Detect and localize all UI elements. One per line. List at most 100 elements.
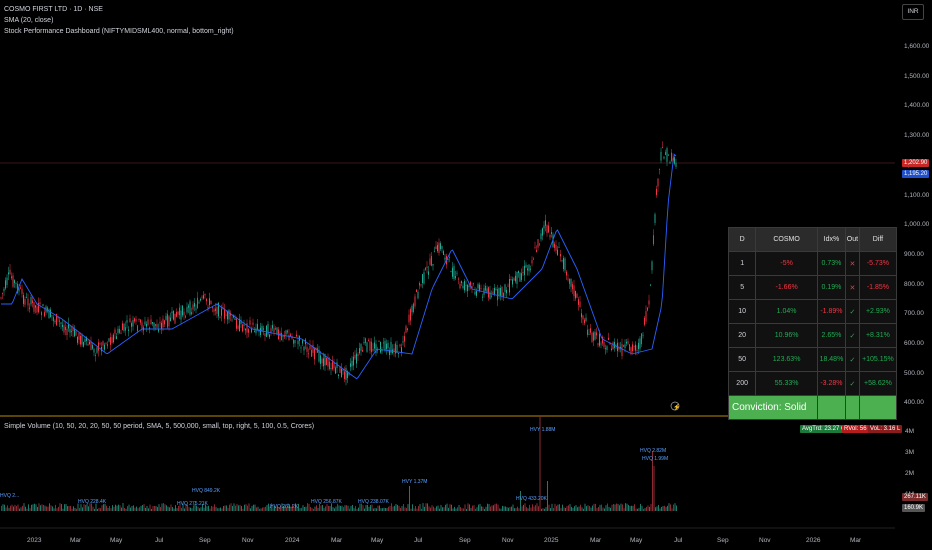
candle-body (473, 283, 474, 285)
table-cell: ✕ (844, 251, 860, 276)
table-row: 1 -5% 0.73% ✕ -5.73% (727, 251, 898, 276)
time-axis-label: Sep (199, 537, 211, 544)
table-row: 200 55.33% -3.28% ✓ +58.62% (727, 371, 898, 396)
candle-body (525, 264, 527, 268)
candle-body (438, 242, 440, 254)
volume-bar (292, 504, 293, 511)
candle-body (248, 329, 249, 333)
volume-bar (406, 508, 407, 511)
replay-icon[interactable] (670, 401, 680, 411)
volume-bar (353, 508, 355, 511)
volume-bar (590, 507, 592, 511)
volume-bar (236, 503, 238, 511)
volume-bar (38, 503, 40, 511)
volume-bar (571, 506, 572, 511)
candle-body (530, 268, 531, 270)
candle-body (198, 302, 200, 304)
volume-bar (382, 508, 383, 511)
volume-bar (262, 507, 263, 511)
candle-body (47, 307, 48, 312)
table-cell: 1 (727, 251, 757, 276)
volume-bar (166, 505, 167, 511)
volume-bar (113, 506, 115, 511)
candle-body (674, 157, 675, 164)
candle-body (284, 336, 285, 338)
time-axis-label: Mar (70, 537, 82, 544)
candle-body (149, 327, 150, 329)
volume-bar (304, 506, 305, 511)
table-cell: ✓ (844, 347, 860, 372)
volume-bar (161, 503, 163, 511)
candle-body (171, 311, 173, 314)
candle-body (273, 328, 275, 333)
candle-body (86, 336, 87, 342)
volume-bar (623, 508, 625, 511)
sma-legend[interactable]: SMA (20, close) (4, 17, 54, 24)
time-axis-label: 2023 (27, 537, 42, 544)
volume-annotation: HVQ 849.2K (192, 488, 221, 494)
volume-bar (257, 506, 259, 511)
volume-bar (338, 505, 340, 511)
volume-bar (59, 503, 61, 511)
candle-body (582, 315, 584, 320)
candle-body (635, 344, 636, 351)
candle-body (434, 251, 435, 253)
candle-body (146, 324, 147, 327)
volume-bar (241, 506, 242, 511)
currency-button[interactable]: INR (902, 4, 924, 20)
volume-bar (308, 503, 310, 511)
candle-body (576, 293, 578, 298)
performance-table-header: D COSMO Idx% Out Diff (727, 227, 898, 252)
volume-annotation: HVQ 275.21K (177, 501, 208, 507)
candle-body (645, 311, 647, 322)
candle-body (642, 334, 644, 336)
volume-legend[interactable]: Simple Volume (10, 50, 20, 20, 50, 50 pe… (4, 423, 315, 430)
candle-body (24, 299, 26, 305)
candle-body (518, 270, 519, 274)
volume-bar (13, 506, 14, 511)
symbol-title[interactable]: COSMO FIRST LTD · 1D · NSE (4, 6, 103, 13)
candle-body (65, 327, 66, 330)
time-axis-label: Jul (674, 537, 683, 544)
volume-bar (493, 505, 494, 511)
dashboard-legend[interactable]: Stock Performance Dashboard (NIFTYMIDSML… (4, 28, 234, 35)
candle-body (17, 283, 18, 293)
volume-bar (314, 506, 316, 511)
candle-body (608, 337, 609, 340)
volume-bar (220, 507, 221, 511)
price-axis-label: 1,500.00 (904, 72, 930, 80)
candle-body (354, 354, 356, 359)
volume-bar (325, 506, 326, 511)
candle-body (456, 272, 458, 274)
volume-bar (442, 507, 443, 511)
volume-bar (160, 507, 161, 511)
volume-bar (556, 505, 557, 511)
volume-bar (248, 503, 250, 511)
candle-body (140, 319, 141, 323)
candle-body (27, 298, 29, 306)
candle-body (297, 340, 299, 345)
candle-body (80, 335, 81, 345)
candle-body (162, 318, 164, 328)
volume-bar (322, 504, 323, 511)
volume-bar (664, 505, 665, 511)
candles-group (0, 141, 677, 386)
time-axis-label: Mar (850, 537, 862, 544)
candle-body (566, 271, 567, 276)
volume-bar (143, 504, 145, 511)
volume-bar (253, 504, 254, 511)
candle-body (662, 147, 663, 149)
candle-body (486, 288, 488, 293)
candle-body (453, 266, 455, 280)
price-axis-label: 900.00 (904, 250, 924, 258)
candle-body (206, 298, 207, 302)
candle-body (320, 355, 321, 364)
candle-body (123, 323, 125, 331)
volume-bar (118, 504, 119, 511)
volume-bar (185, 504, 187, 511)
volume-bar (244, 504, 245, 511)
candle-body (536, 249, 537, 252)
volume-bar (4, 504, 5, 511)
candle-body (515, 275, 516, 282)
